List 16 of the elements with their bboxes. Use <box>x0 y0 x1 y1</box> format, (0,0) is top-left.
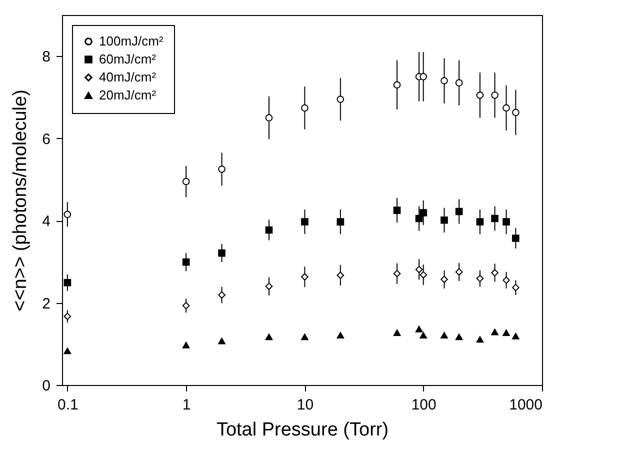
x-tick-label: 10 <box>296 396 314 414</box>
y-tick-label: 2 <box>42 295 50 312</box>
legend-label: 60mJ/cm² <box>99 52 157 66</box>
y-tick-label: 6 <box>42 130 50 148</box>
x-axis-title: Total Pressure (Torr) <box>216 420 389 440</box>
y-tick-label: 4 <box>42 213 50 230</box>
x-tick-label: 0.1 <box>58 396 78 414</box>
x-tick-label: 100 <box>411 396 436 414</box>
legend-label: 20mJ/cm² <box>99 88 157 102</box>
x-tick-label: 1 <box>182 396 191 414</box>
y-tick-label: 8 <box>42 48 50 66</box>
legend-label: 100mJ/cm² <box>99 34 164 48</box>
y-axis-title: <<n>> (photons/molecule) <box>10 90 32 312</box>
x-tick-label: 1000 <box>509 396 542 414</box>
y-tick-label: 0 <box>42 378 50 394</box>
legend-label: 40mJ/cm² <box>99 70 157 84</box>
